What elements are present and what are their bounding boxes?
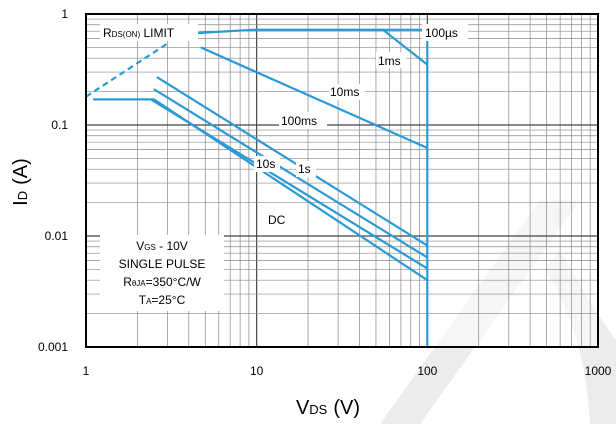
condition-pulse: SINGLE PULSE [119,257,206,271]
y-tick-label: 0.001 [38,340,68,354]
series-line-1ms [252,28,428,66]
10s-label: 10s [256,157,275,171]
1ms-label-bg [376,52,406,68]
conditions-box [100,235,224,311]
10ms-label-bg [329,84,365,100]
x-axis-title: VDS (V) [296,397,360,419]
series-line-1s [153,88,428,259]
condition-rth: RθJA=350°C/W [123,275,201,289]
rds-limit-label: RDS(ON) LIMIT [103,26,175,40]
x-tick-label: 100 [417,364,437,378]
1s-label-bg [296,161,316,177]
condition-ta: TA=25°C [139,293,186,307]
x-tick-label: 1000 [585,364,612,378]
series-line-10ms [200,46,428,150]
label-layer: RDS(ON) LIMIT 100µs 1ms 10ms 100ms 10s 1… [100,24,468,311]
tick-layer: 1 10 100 1000 1 0.1 0.01 0.001 [38,7,612,378]
x-tick-label: 10 [250,364,264,378]
10s-label-bg [254,156,280,172]
y-tick-label: 1 [61,7,68,21]
dc-label: DC [268,213,286,227]
100us-label: 100µs [425,26,458,40]
1ms-label: 1ms [378,54,401,68]
rds-limit-line [85,41,171,98]
series-line-100ms [156,76,428,247]
x-tick-label: 1 [83,364,90,378]
y-tick-label: 0.01 [45,229,69,243]
100ms-label-bg [279,112,327,129]
condition-vgs: VGS - 10V [136,239,188,253]
rds-limit-connector [197,28,253,35]
series-line-dc [93,98,428,282]
rds-limit-label-bg [100,24,198,41]
plot-frame [85,13,599,348]
10ms-label: 10ms [330,85,359,99]
100ms-label: 100ms [281,114,317,128]
y-tick-label: 0.1 [51,118,68,132]
100us-label-bg [422,24,468,41]
1s-label: 1s [298,162,311,176]
y-axis-title: ID(A) [10,158,32,206]
